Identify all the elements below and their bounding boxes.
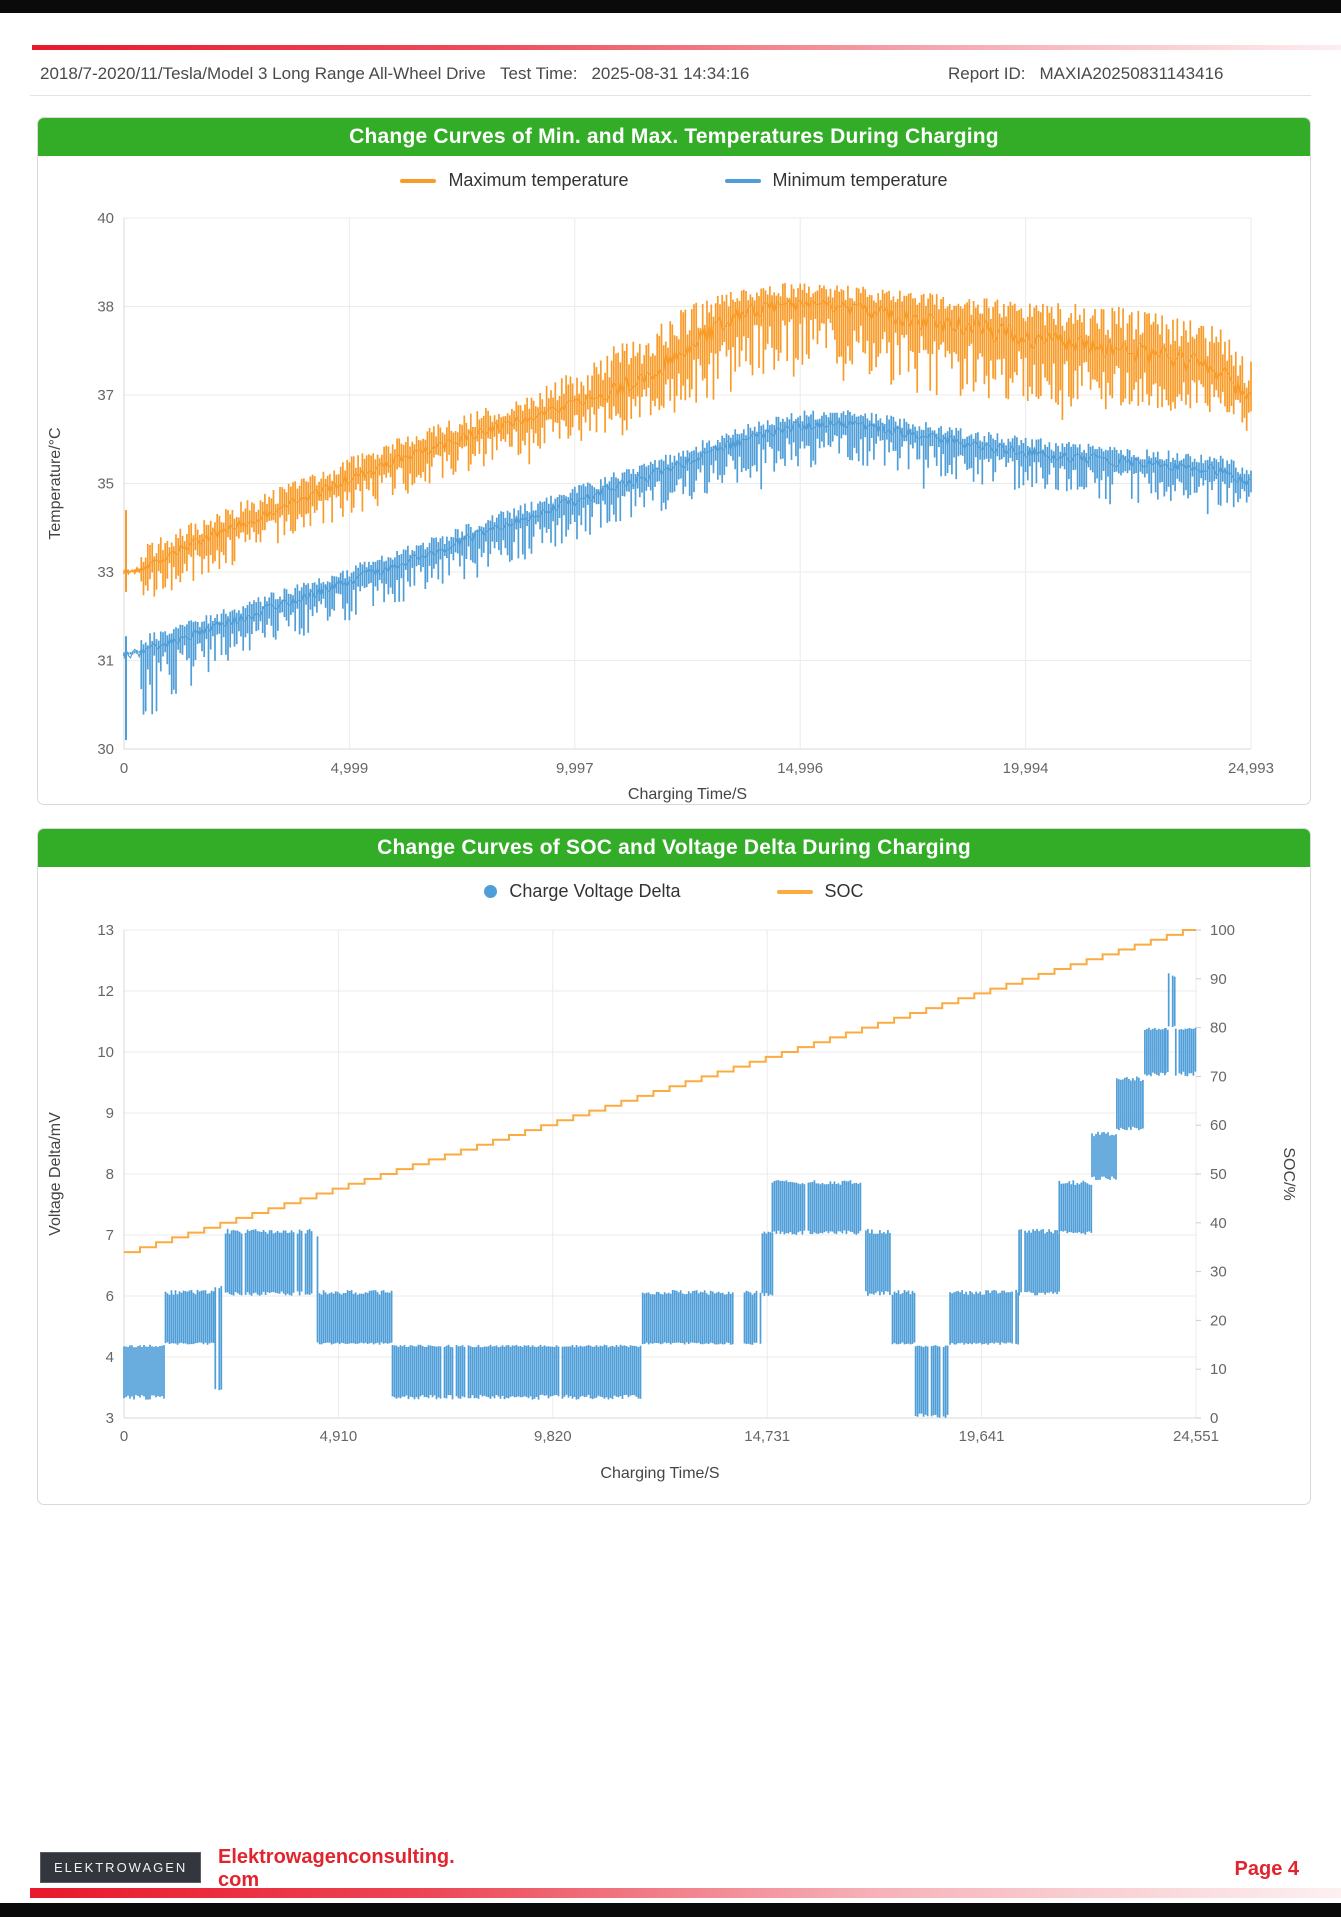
svg-text:60: 60 (1210, 1117, 1227, 1134)
svg-text:20: 20 (1210, 1312, 1227, 1329)
svg-text:35: 35 (97, 476, 114, 493)
top-red-accent-bar (32, 45, 1341, 50)
svg-text:14,731: 14,731 (744, 1428, 790, 1445)
report-id-value: MAXIA20250831143416 (1039, 64, 1224, 83)
temperature-chart-banner: Change Curves of Min. and Max. Temperatu… (38, 118, 1310, 156)
legend-label: SOC (824, 881, 864, 901)
temperature-chart-title: Change Curves of Min. and Max. Temperatu… (349, 125, 999, 148)
svg-text:SOC/%: SOC/% (1280, 1147, 1297, 1200)
legend-line-swatch (776, 889, 813, 894)
svg-text:80: 80 (1210, 1020, 1227, 1037)
svg-text:0: 0 (120, 760, 128, 777)
svg-text:Voltage Delta/mV: Voltage Delta/mV (47, 1112, 64, 1236)
legend-item-charge-voltage-delta[interactable]: Charge Voltage Delta (484, 881, 681, 902)
bottom-red-accent-bar (30, 1888, 1341, 1898)
svg-text:40: 40 (1210, 1215, 1227, 1232)
soc-voltage-chart-title: Change Curves of SOC and Voltage Delta D… (377, 836, 971, 859)
legend-label: Charge Voltage Delta (509, 881, 681, 901)
vehicle-title: 2018/7-2020/11/Tesla/Model 3 Long Range … (40, 64, 486, 83)
svg-text:90: 90 (1210, 971, 1227, 988)
legend-label: Minimum temperature (772, 170, 948, 190)
svg-text:24,993: 24,993 (1228, 760, 1274, 777)
footer-site-link[interactable]: Elektrowagenconsulting. com (218, 1846, 455, 1892)
legend-item-min-temperature[interactable]: Minimum temperature (724, 170, 948, 191)
test-time-label: Test Time: (500, 64, 578, 83)
svg-text:10: 10 (1210, 1361, 1227, 1378)
svg-text:100: 100 (1210, 922, 1235, 939)
svg-text:3: 3 (106, 1410, 114, 1427)
svg-text:8: 8 (106, 1166, 114, 1183)
svg-text:12: 12 (97, 983, 114, 1000)
test-time: Test Time: 2025-08-31 14:34:16 (500, 64, 749, 84)
svg-text:14,996: 14,996 (777, 760, 823, 777)
page-number: Page 4 (1234, 1858, 1299, 1880)
legend-dot-swatch (484, 885, 498, 898)
legend-item-soc[interactable]: SOC (776, 881, 864, 902)
report-id-label: Report ID: (948, 64, 1026, 83)
svg-text:Charging Time/S: Charging Time/S (600, 1465, 719, 1482)
soc-voltage-chart-banner: Change Curves of SOC and Voltage Delta D… (38, 829, 1310, 867)
legend-line-swatch (400, 178, 437, 183)
svg-text:40: 40 (97, 210, 114, 227)
svg-text:9,997: 9,997 (556, 760, 594, 777)
elektrowagen-logo-text: ELEKTROWAGEN (54, 1860, 188, 1875)
top-black-bar (0, 0, 1341, 13)
temperature-chart-legend: Maximum temperature Minimum temperature (38, 170, 1310, 191)
header-separator (30, 95, 1311, 96)
legend-line-swatch (724, 178, 761, 183)
legend-label: Maximum temperature (448, 170, 629, 190)
svg-text:30: 30 (97, 741, 114, 758)
footer-site-line1: Elektrowagenconsulting. (218, 1846, 455, 1868)
svg-text:0: 0 (1210, 1410, 1218, 1427)
svg-text:70: 70 (1210, 1068, 1227, 1085)
svg-text:10: 10 (97, 1044, 114, 1061)
bottom-black-bar (0, 1903, 1341, 1917)
svg-text:19,641: 19,641 (959, 1428, 1005, 1445)
svg-text:37: 37 (97, 387, 114, 404)
svg-text:38: 38 (97, 299, 114, 316)
svg-text:6: 6 (106, 1288, 114, 1305)
report-header: 2018/7-2020/11/Tesla/Model 3 Long Range … (0, 58, 1341, 90)
test-time-value: 2025-08-31 14:34:16 (591, 64, 750, 83)
svg-text:13: 13 (97, 922, 114, 939)
svg-text:4: 4 (106, 1349, 114, 1366)
soc-voltage-chart-card: Change Curves of SOC and Voltage Delta D… (37, 828, 1311, 1505)
svg-text:19,994: 19,994 (1003, 760, 1049, 777)
svg-text:24,551: 24,551 (1173, 1428, 1219, 1445)
svg-text:7: 7 (106, 1227, 114, 1244)
report-id: Report ID: MAXIA20250831143416 (948, 64, 1224, 84)
temperature-chart-card: Change Curves of Min. and Max. Temperatu… (37, 117, 1311, 805)
svg-text:50: 50 (1210, 1166, 1227, 1183)
legend-item-max-temperature[interactable]: Maximum temperature (400, 170, 629, 191)
svg-text:4,910: 4,910 (320, 1428, 358, 1445)
svg-text:9: 9 (106, 1105, 114, 1122)
svg-text:31: 31 (97, 653, 114, 670)
svg-text:30: 30 (1210, 1264, 1227, 1281)
elektrowagen-logo: ELEKTROWAGEN (40, 1852, 202, 1883)
svg-text:33: 33 (97, 564, 114, 581)
svg-text:9,820: 9,820 (534, 1428, 572, 1445)
temperature-chart-plot: 40 38 37 35 33 31 30 0 4,999 9,997 14,996 19,994 24,… (47, 210, 1274, 803)
soc-voltage-chart-legend: Charge Voltage Delta SOC (38, 881, 1310, 902)
svg-text:4,999: 4,999 (331, 760, 369, 777)
svg-text:Charging Time/S: Charging Time/S (628, 786, 747, 803)
svg-text:Temperature/°C: Temperature/°C (47, 427, 64, 539)
footer-site-line2: com (218, 1869, 260, 1891)
svg-text:0: 0 (120, 1428, 128, 1445)
